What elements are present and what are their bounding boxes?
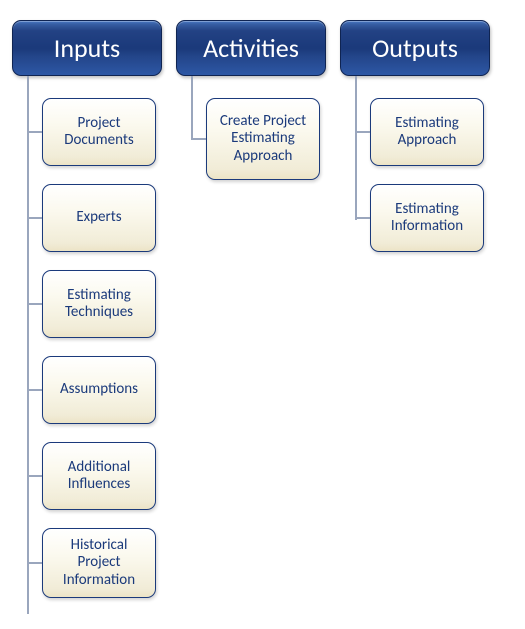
connector-hline (27, 131, 42, 133)
column-activities: Activities Create Project Estimating App… (176, 20, 326, 180)
connector-hline (191, 138, 206, 140)
tree-node: Estimating Approach (370, 98, 484, 166)
tree-node: Create Project Estimating Approach (206, 98, 320, 180)
connector-hline (27, 217, 42, 219)
tree-node: Estimating Information (370, 184, 484, 252)
child-estimating-techniques: Estimating Techniques (42, 270, 156, 338)
connector-vline (27, 76, 29, 614)
connector-hline (27, 389, 42, 391)
tree-node: Additional Influences (42, 442, 156, 510)
header-outputs: Outputs (340, 20, 490, 76)
connector-hline (27, 303, 42, 305)
child-project-documents: Project Documents (42, 98, 156, 166)
tree-node: Project Documents (42, 98, 156, 166)
child-historical-project-information: Historical Project Information (42, 528, 156, 598)
tree-node: Experts (42, 184, 156, 252)
connector-vline (191, 76, 193, 138)
tree-node: Assumptions (42, 356, 156, 424)
child-estimating-approach: Estimating Approach (370, 98, 484, 166)
child-assumptions: Assumptions (42, 356, 156, 424)
tree-inputs: Project Documents Experts Estimating Tec… (12, 76, 156, 598)
child-create-project-estimating-approach: Create Project Estimating Approach (206, 98, 320, 180)
tree-node: Historical Project Information (42, 528, 156, 598)
connector-vline (355, 76, 357, 220)
child-experts: Experts (42, 184, 156, 252)
header-inputs: Inputs (12, 20, 162, 76)
diagram-root: Inputs Project Documents Experts Estimat… (12, 20, 513, 598)
column-inputs: Inputs Project Documents Experts Estimat… (12, 20, 162, 598)
tree-outputs: Estimating Approach Estimating Informati… (340, 76, 484, 252)
connector-hline (355, 217, 370, 219)
tree-node: Estimating Techniques (42, 270, 156, 338)
connector-hline (355, 131, 370, 133)
header-activities: Activities (176, 20, 326, 76)
tree-activities: Create Project Estimating Approach (176, 76, 320, 180)
connector-hline (27, 475, 42, 477)
child-additional-influences: Additional Influences (42, 442, 156, 510)
child-estimating-information: Estimating Information (370, 184, 484, 252)
connector-hline (27, 562, 42, 564)
column-outputs: Outputs Estimating Approach Estimating I… (340, 20, 490, 252)
